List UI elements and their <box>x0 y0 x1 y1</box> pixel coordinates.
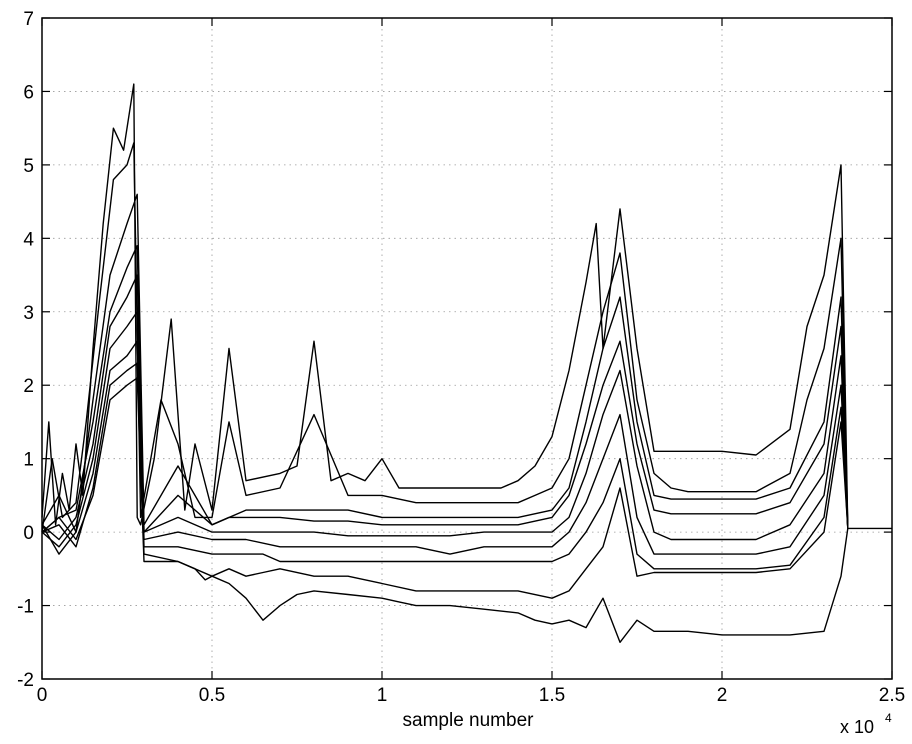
series-line-1 <box>41 83 892 530</box>
series-line-7 <box>41 340 849 570</box>
series-line-8 <box>41 362 849 599</box>
series-line-2 <box>41 142 849 533</box>
plot-frame <box>41 17 893 680</box>
y-tick-labels: -2 -1 0 1 2 3 4 5 6 7 <box>17 9 34 691</box>
series-line-6 <box>41 311 849 555</box>
x-axis-title: sample number <box>403 710 535 731</box>
x-multiplier-label: x 10 <box>840 717 874 737</box>
series-line-4 <box>41 244 849 533</box>
y-tick-label: 5 <box>23 156 34 177</box>
x-tick-label: 2.5 <box>879 685 905 706</box>
x-multiplier-exponent: 4 <box>885 711 892 725</box>
y-tick-label: -2 <box>17 670 34 691</box>
series-group <box>41 83 892 643</box>
tick-marks <box>41 17 893 680</box>
y-tick-label: 3 <box>23 303 34 324</box>
x-tick-label: 0 <box>37 685 48 706</box>
grid <box>42 18 892 679</box>
x-tick-label: 0.5 <box>199 685 225 706</box>
y-tick-label: 2 <box>23 376 34 397</box>
x-tick-labels: 0 0.5 1 1.5 2 2.5 <box>37 685 906 706</box>
series-line-5 <box>41 274 849 541</box>
y-tick-label: 1 <box>23 450 34 471</box>
x-tick-label: 1 <box>377 685 388 706</box>
x-tick-label: 1.5 <box>539 685 565 706</box>
series-line-3 <box>41 193 849 533</box>
y-tick-label: 7 <box>23 9 34 30</box>
y-tick-label: 0 <box>23 523 34 544</box>
x-tick-label: 2 <box>717 685 728 706</box>
y-tick-label: -1 <box>17 597 34 618</box>
series-line-9 <box>41 377 849 643</box>
y-tick-label: 4 <box>23 229 34 250</box>
y-tick-label: 6 <box>23 82 34 103</box>
